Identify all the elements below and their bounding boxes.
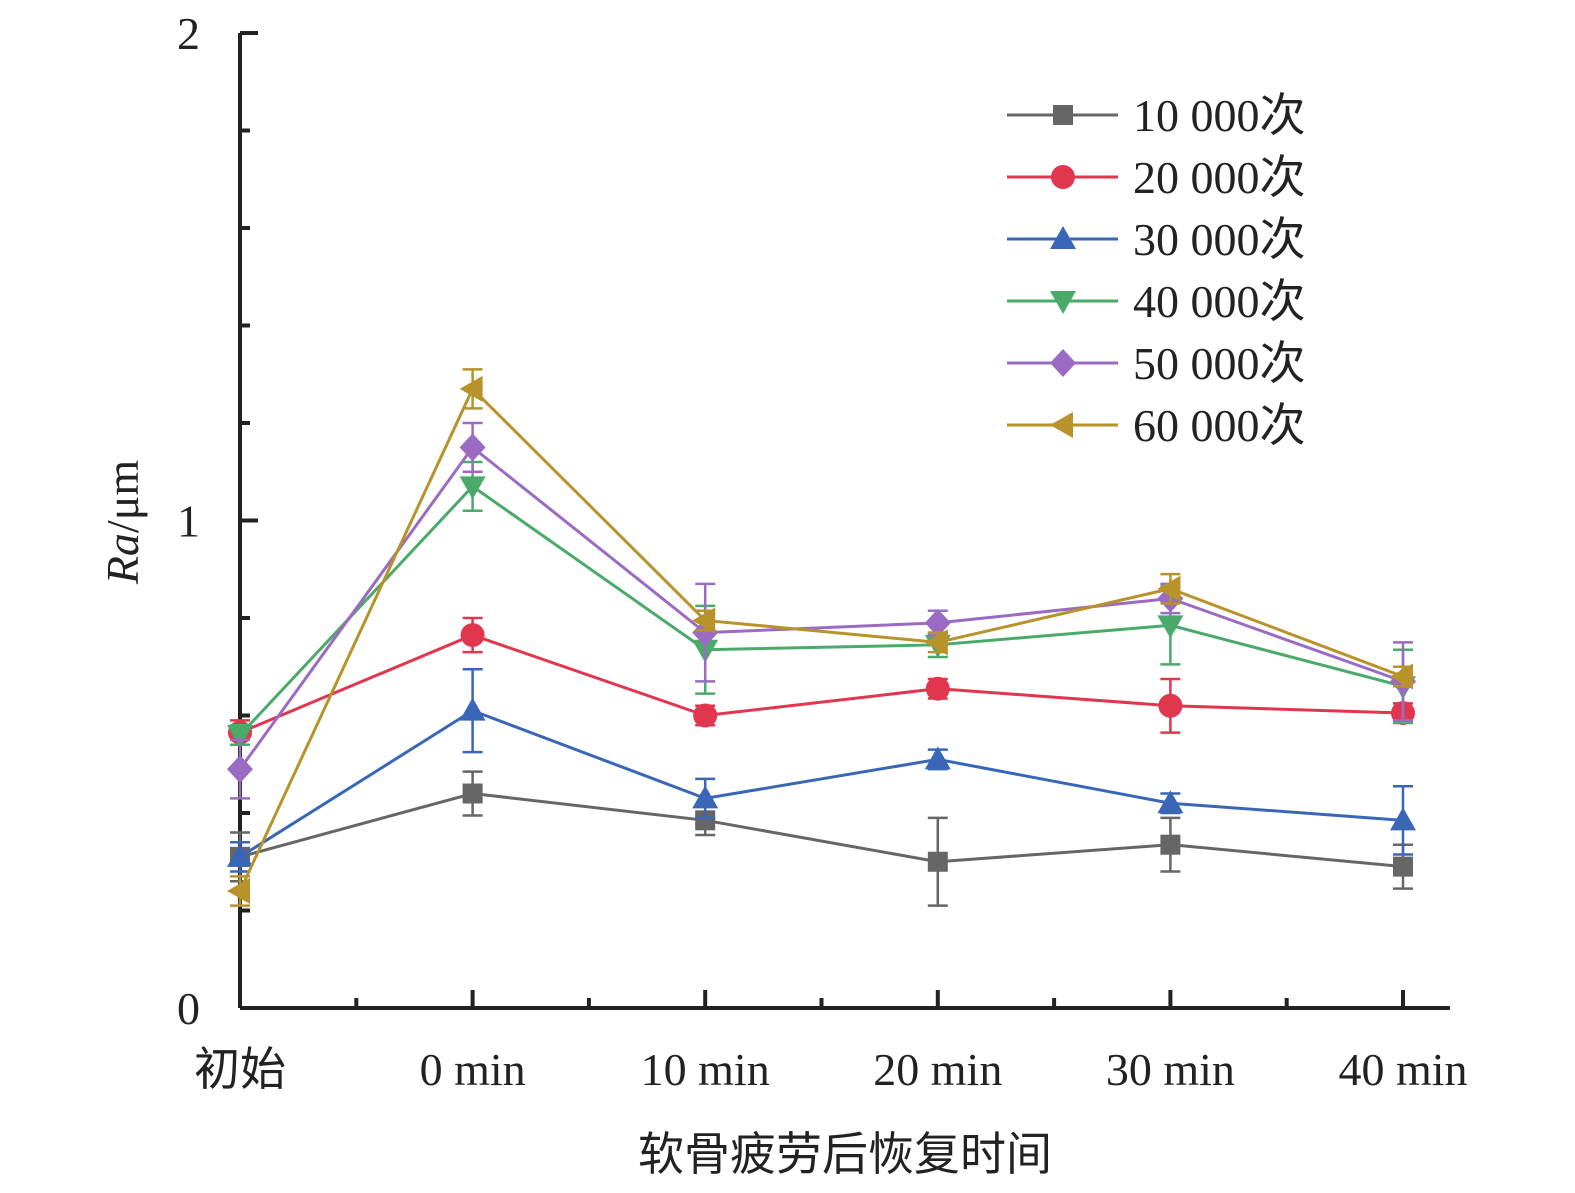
series-line [239,633,1404,734]
y-tick-label: 2 [177,8,200,59]
data-point [227,878,250,904]
series-line [238,484,1404,737]
data-point [1157,575,1181,602]
x-tick-label: 20 min [873,1044,1002,1095]
data-point [695,810,716,831]
data-point [692,607,716,634]
legend-label: 40 000次 [1133,276,1306,327]
legend-entry: 60 000次 [1007,400,1306,451]
data-point [227,843,253,867]
series-layer [227,368,1416,907]
data-point [924,629,948,656]
x-tick-label: 初始 [194,1042,286,1096]
series-4 [227,460,1416,748]
y-axis-title: Ra/μm [97,460,148,586]
data-point [227,755,253,784]
data-point [459,476,486,500]
x-axis-title: 软骨疲劳后恢复时间 [638,1127,1052,1181]
legend-marker [1050,412,1073,438]
data-point [459,697,486,721]
y-tick-label: 1 [177,496,200,547]
data-point [1160,834,1181,855]
legend-label: 10 000次 [1133,90,1306,141]
data-point [1390,663,1413,690]
series-line [239,708,1404,859]
series-5 [227,421,1416,800]
legend-entry: 20 000次 [1007,152,1306,203]
legend-marker [1053,105,1073,125]
series-2 [228,616,1415,746]
data-point [1157,790,1184,814]
data-point [925,676,950,701]
y-axis-title-unit: /μm [97,460,148,533]
data-point [924,608,951,637]
data-point [1390,807,1416,831]
legend-marker [1050,226,1076,249]
legend-marker [1050,291,1076,314]
series-line [238,445,1404,771]
legend-entry: 50 000次 [1007,338,1306,389]
data-point [1157,615,1184,639]
x-tick-label: 30 min [1106,1044,1235,1095]
legend-entry: 30 000次 [1007,214,1306,265]
data-point [692,785,719,809]
series-6 [227,368,1413,907]
y-axis-title-main: Ra [97,533,148,585]
series-1 [230,770,1413,907]
data-point [927,851,948,872]
data-point [693,703,718,728]
series-line [239,791,1404,869]
x-tick-label: 40 min [1338,1044,1467,1095]
data-point [227,725,253,748]
legend-label: 30 000次 [1133,214,1306,265]
legend-label: 60 000次 [1133,400,1306,451]
legend-label: 50 000次 [1133,338,1306,389]
data-point [460,623,485,648]
data-point [1393,856,1413,877]
legend-label: 20 000次 [1133,152,1306,203]
legend-marker [1051,165,1075,189]
legend: 10 000次 20 000次 30 000次 40 000次 50 000次 60 00… [1007,90,1306,451]
x-tick-labels: 初始 0 min 10 min 20 min 30 min 40 min [194,1042,1468,1096]
series-3 [227,667,1416,873]
x-tick-label: 10 min [641,1044,770,1095]
series-line [238,386,1404,892]
data-point [459,375,483,402]
data-point [924,746,951,770]
legend-marker [1050,349,1076,377]
data-point [1158,693,1183,718]
legend-entry: 10 000次 [1007,90,1306,141]
y-tick-labels: 0 1 2 [177,8,200,1034]
x-tick-label: 0 min [420,1044,526,1095]
data-point [462,783,483,804]
legend-entry: 40 000次 [1007,276,1306,327]
y-tick-label: 0 [177,983,200,1034]
data-point [459,433,486,462]
